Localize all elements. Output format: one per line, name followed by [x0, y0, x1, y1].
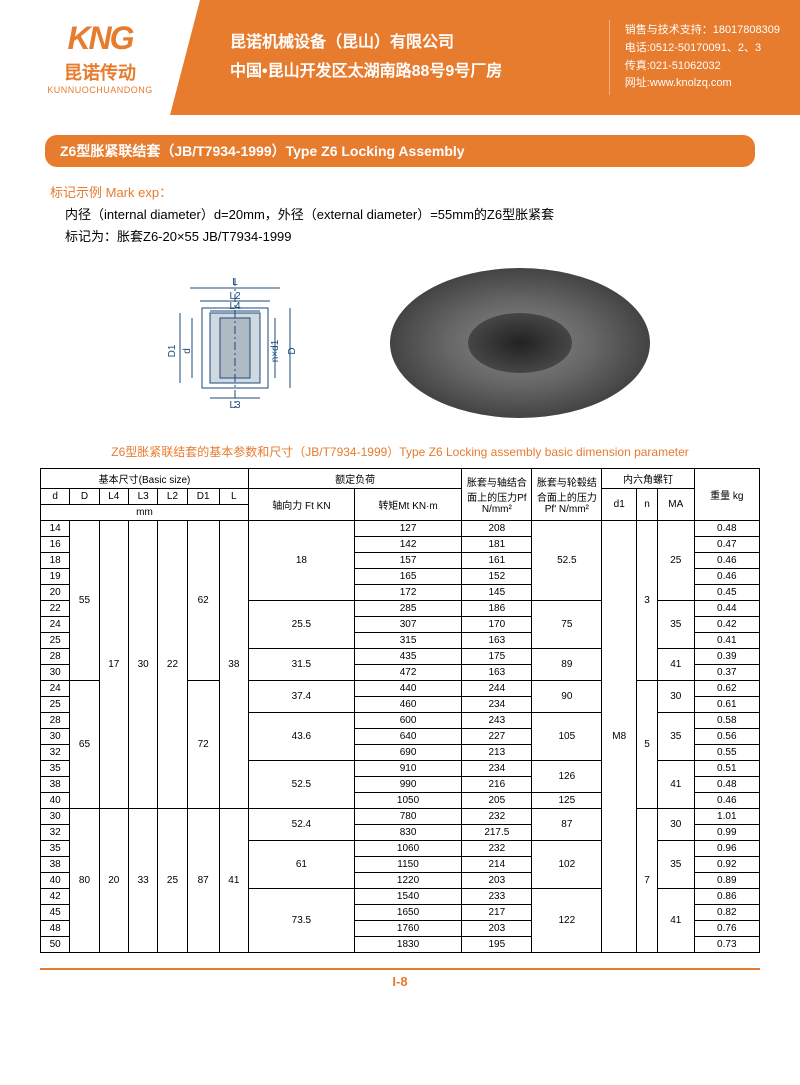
col-n: n — [637, 489, 658, 521]
col-d1: d1 — [602, 489, 637, 521]
col-basic-size: 基本尺寸(Basic size) — [41, 469, 249, 489]
diagram-row: L L2 L4 D1 d n×d1 D L3 — [0, 263, 800, 423]
footer-line — [40, 968, 760, 970]
col-weight: 重量 kg — [694, 469, 759, 521]
dim-L4: L4 — [229, 301, 241, 312]
col-L4: L4 — [99, 489, 128, 505]
parameter-table: 基本尺寸(Basic size) 额定负荷 胀套与轴结合面上的压力Pf N/mm… — [40, 468, 760, 953]
table-title: Z6型胀紧联结套的基本参数和尺寸（JB/T7934-1999）Type Z6 L… — [0, 443, 800, 460]
table-header-row2: d D L4 L3 L2 D1 L 轴向力 Ft KN 转矩Mt KN·m d1… — [41, 489, 760, 505]
section-title: Z6型胀紧联结套（JB/T7934-1999）Type Z6 Locking A… — [45, 135, 755, 167]
mark-line1: 内径（internal diameter）d=20mm，外径（external … — [50, 204, 750, 226]
table-header-row1: 基本尺寸(Basic size) 额定负荷 胀套与轴结合面上的压力Pf N/mm… — [41, 469, 760, 489]
contact-sales: 销售与技术支持：18017808309 — [625, 22, 780, 40]
col-L3: L3 — [128, 489, 157, 505]
logo: KNG 昆诺传动 KUNNUOCHUANDONG — [0, 0, 200, 115]
col-d: d — [41, 489, 70, 505]
col-Mt: 转矩Mt KN·m — [354, 489, 462, 521]
col-rated-load: 额定负荷 — [249, 469, 462, 489]
col-L2: L2 — [158, 489, 187, 505]
footer: I-8 — [0, 968, 800, 1009]
logo-main: KNG — [67, 20, 132, 57]
col-D1: D1 — [187, 489, 219, 505]
table-row: 145517302262381812720852.5M83250.48 — [41, 521, 760, 537]
dim-D: D — [287, 348, 298, 355]
header-contact: 销售与技术支持：18017808309 电话:0512-50170091、2、3… — [609, 20, 800, 95]
contact-phone: 电话:0512-50170091、2、3 — [625, 40, 780, 58]
dim-L3: L3 — [229, 400, 241, 411]
col-mm: mm — [41, 505, 249, 521]
col-D: D — [70, 489, 99, 505]
col-Ft: 轴向力 Ft KN — [249, 489, 355, 521]
dim-nd1: n×d1 — [270, 340, 281, 363]
mark-example: 标记示例 Mark exp： 内径（internal diameter）d=20… — [50, 182, 750, 248]
dim-D1: D1 — [167, 344, 178, 357]
mark-line2: 标记为：胀套Z6-20×55 JB/T7934-1999 — [50, 226, 750, 248]
col-pfp: 胀套与轮毂结合面上的压力Pf' N/mm² — [532, 469, 602, 521]
col-MA: MA — [657, 489, 694, 521]
contact-fax: 传真:021-51062032 — [625, 58, 780, 76]
header-company: 昆诺机械设备（昆山）有限公司 中国•昆山开发区太湖南路88号9号厂房 — [200, 0, 609, 115]
logo-en: KUNNUOCHUANDONG — [47, 85, 153, 95]
contact-web: 网址:www.knolzq.com — [625, 75, 780, 93]
dim-d: d — [182, 349, 193, 355]
mark-title: 标记示例 Mark exp： — [50, 182, 750, 204]
header: KNG 昆诺传动 KUNNUOCHUANDONG 昆诺机械设备（昆山）有限公司 … — [0, 0, 800, 115]
page-number: I-8 — [0, 974, 800, 989]
technical-drawing: L L2 L4 D1 d n×d1 D L3 — [150, 263, 330, 423]
logo-sub: 昆诺传动 — [64, 59, 136, 85]
dim-L: L — [232, 277, 238, 288]
table-row: 3080203325874152.4780232877301.01 — [41, 809, 760, 825]
col-L: L — [219, 489, 248, 505]
company-name: 昆诺机械设备（昆山）有限公司 — [230, 29, 609, 58]
col-screws: 内六角螺钉 — [602, 469, 694, 489]
col-pf: 胀套与轴结合面上的压力Pf N/mm² — [462, 469, 532, 521]
company-address: 中国•昆山开发区太湖南路88号9号厂房 — [230, 58, 609, 87]
product-photo — [390, 268, 650, 418]
